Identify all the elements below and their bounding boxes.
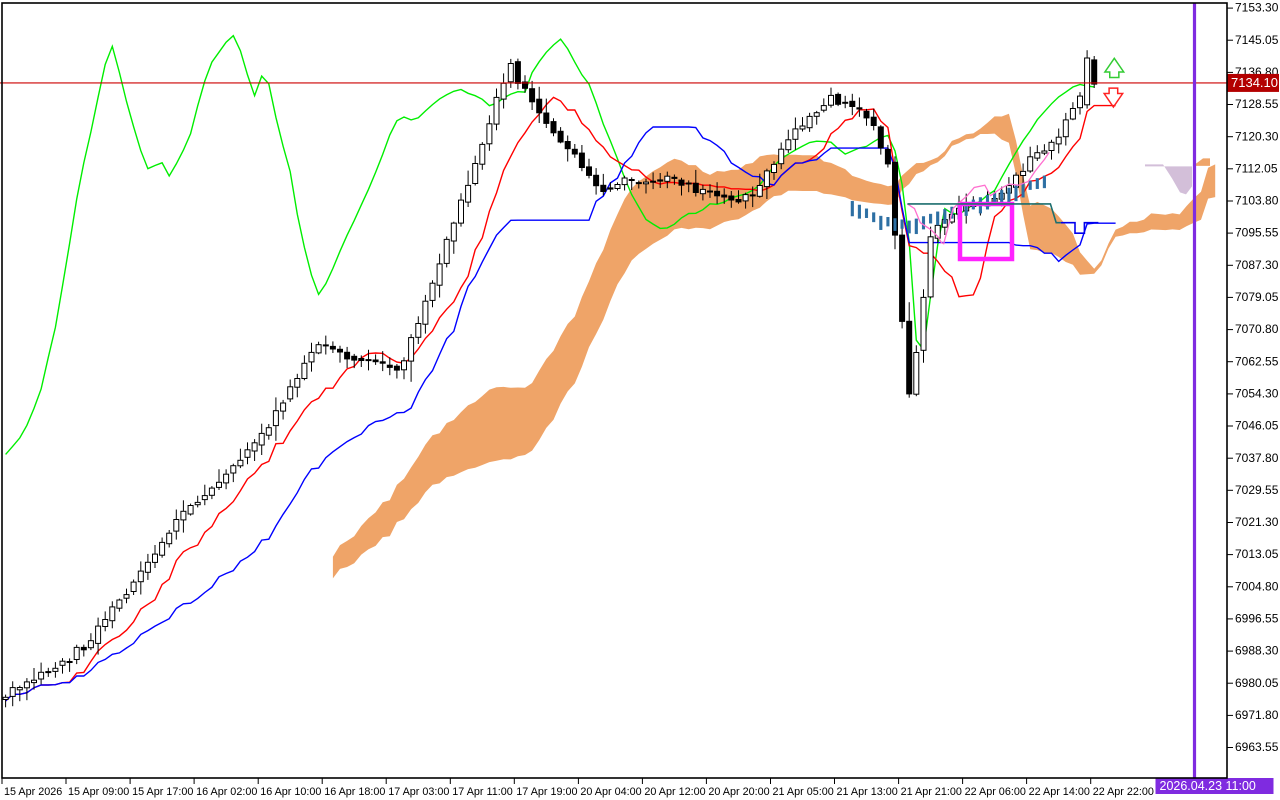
svg-text:20 Apr 20:00: 20 Apr 20:00: [708, 786, 769, 798]
svg-text:7134.10: 7134.10: [1231, 75, 1278, 90]
svg-text:6971.80: 6971.80: [1235, 708, 1279, 722]
svg-text:7013.05: 7013.05: [1235, 547, 1279, 561]
svg-text:17 Apr 11:00: 17 Apr 11:00: [452, 786, 512, 798]
svg-text:7004.80: 7004.80: [1235, 579, 1279, 593]
svg-text:7103.80: 7103.80: [1235, 194, 1279, 208]
svg-text:15 Apr 09:00: 15 Apr 09:00: [68, 786, 129, 798]
svg-text:16 Apr 10:00: 16 Apr 10:00: [260, 786, 321, 798]
svg-text:6996.55: 6996.55: [1235, 612, 1279, 626]
svg-text:7153.30: 7153.30: [1235, 1, 1279, 15]
svg-text:22 Apr 14:00: 22 Apr 14:00: [1029, 786, 1090, 798]
svg-text:7112.05: 7112.05: [1235, 161, 1278, 175]
svg-text:7087.30: 7087.30: [1235, 258, 1279, 272]
svg-text:7095.55: 7095.55: [1235, 226, 1279, 240]
svg-text:21 Apr 05:00: 21 Apr 05:00: [773, 786, 834, 798]
svg-text:7021.30: 7021.30: [1235, 515, 1279, 529]
svg-text:7079.05: 7079.05: [1235, 290, 1279, 304]
svg-text:7054.30: 7054.30: [1235, 387, 1279, 401]
svg-text:6980.05: 6980.05: [1235, 676, 1279, 690]
svg-text:7145.05: 7145.05: [1235, 33, 1279, 47]
svg-text:7046.05: 7046.05: [1235, 419, 1279, 433]
svg-text:15 Apr 17:00: 15 Apr 17:00: [132, 786, 193, 798]
svg-text:22 Apr 06:00: 22 Apr 06:00: [965, 786, 1026, 798]
svg-text:15 Apr 2026: 15 Apr 2026: [4, 786, 62, 798]
svg-text:7037.80: 7037.80: [1235, 451, 1279, 465]
svg-text:7120.30: 7120.30: [1235, 129, 1279, 143]
svg-text:16 Apr 18:00: 16 Apr 18:00: [324, 786, 385, 798]
svg-text:21 Apr 21:00: 21 Apr 21:00: [901, 786, 962, 798]
svg-text:21 Apr 13:00: 21 Apr 13:00: [837, 786, 898, 798]
svg-text:7062.55: 7062.55: [1235, 354, 1279, 368]
svg-text:2026.04.23 11:00: 2026.04.23 11:00: [1160, 779, 1256, 793]
svg-text:6988.30: 6988.30: [1235, 644, 1279, 658]
svg-text:6963.55: 6963.55: [1235, 740, 1279, 754]
svg-text:7128.55: 7128.55: [1235, 97, 1279, 111]
svg-text:16 Apr 02:00: 16 Apr 02:00: [196, 786, 257, 798]
svg-text:17 Apr 03:00: 17 Apr 03:00: [388, 786, 449, 798]
svg-text:20 Apr 04:00: 20 Apr 04:00: [580, 786, 641, 798]
svg-text:17 Apr 19:00: 17 Apr 19:00: [516, 786, 577, 798]
svg-text:20 Apr 12:00: 20 Apr 12:00: [644, 786, 705, 798]
svg-text:22 Apr 22:00: 22 Apr 22:00: [1093, 786, 1154, 798]
svg-text:7029.55: 7029.55: [1235, 483, 1279, 497]
svg-text:7070.80: 7070.80: [1235, 322, 1279, 336]
